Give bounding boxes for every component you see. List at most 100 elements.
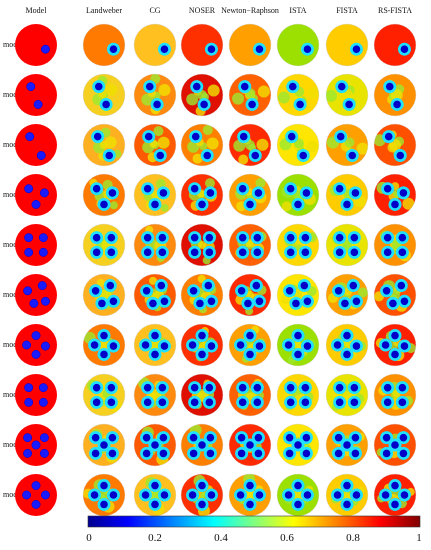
cell-r6-c2 xyxy=(133,273,177,317)
disk-outline xyxy=(180,223,224,267)
colorbar-tick-0.8: 0.8 xyxy=(346,532,360,544)
inclusion-core xyxy=(159,189,168,197)
inclusion-core xyxy=(198,350,206,359)
cell-r8-c5 xyxy=(276,373,320,417)
inclusion-core xyxy=(190,383,199,392)
cell-r1-c2 xyxy=(133,23,177,67)
inclusion xyxy=(24,383,34,393)
inclusion-core xyxy=(343,500,351,509)
inclusion-core xyxy=(286,248,295,257)
inclusion xyxy=(39,433,49,443)
inclusion-core xyxy=(190,248,199,257)
disk-outline xyxy=(325,373,369,417)
artifact-blob xyxy=(306,140,319,153)
inclusion-core xyxy=(108,189,117,197)
artifact-blob xyxy=(104,136,117,149)
artifact-blob xyxy=(342,240,352,250)
cell-r6-c4 xyxy=(228,273,272,317)
inclusion-core xyxy=(299,151,308,160)
disk-outline xyxy=(133,323,177,367)
inclusion-core xyxy=(254,189,263,197)
inclusion-core xyxy=(381,341,390,349)
model-disk xyxy=(15,274,57,316)
inclusion-core xyxy=(294,350,302,359)
inclusion-core xyxy=(294,331,302,340)
cell-r6-c6 xyxy=(325,273,369,317)
disk-outline xyxy=(133,73,177,117)
inclusion-core xyxy=(335,248,344,257)
model-disk xyxy=(15,474,57,516)
inclusion-core xyxy=(158,398,167,407)
cell-r6-c7 xyxy=(373,273,417,317)
artifact-blob xyxy=(202,125,213,136)
inclusion-core xyxy=(303,297,312,306)
cell-r9-c2 xyxy=(133,423,177,467)
inclusion-core xyxy=(102,100,110,109)
disk-outline xyxy=(228,373,272,417)
colorbar-tick-0.2: 0.2 xyxy=(148,532,162,544)
colorbar-tick-0: 0 xyxy=(86,532,92,544)
inclusion xyxy=(26,82,36,92)
inclusion-core xyxy=(391,200,399,209)
inclusion-core xyxy=(350,383,359,392)
inclusion-core xyxy=(343,331,351,340)
inclusion-core xyxy=(351,433,360,442)
inclusion xyxy=(23,433,33,443)
artifact-blob xyxy=(105,83,118,96)
disk-outline xyxy=(82,223,126,267)
inclusion-core xyxy=(334,449,343,458)
inclusion-core xyxy=(251,151,260,160)
artifact-blob xyxy=(98,339,110,351)
disk-outline xyxy=(82,123,126,167)
artifact-blob xyxy=(294,138,305,149)
header-ista: ISTA xyxy=(289,6,307,15)
inclusion-core xyxy=(191,132,200,141)
inclusion-core xyxy=(292,299,300,308)
artifact-blob xyxy=(244,489,256,501)
artifact-blob xyxy=(160,203,169,212)
inclusion-core xyxy=(90,341,99,349)
inclusion-core xyxy=(334,287,343,295)
artifact-blob xyxy=(109,201,118,210)
cell-r2-c7 xyxy=(373,73,417,117)
inclusion-core xyxy=(352,491,361,499)
inclusion-core xyxy=(160,491,169,499)
cell-r2-c4 xyxy=(228,73,272,117)
inclusion-core xyxy=(145,82,154,91)
inclusion-core xyxy=(285,433,294,442)
inclusion-core xyxy=(296,100,304,109)
disk-outline xyxy=(373,223,417,267)
disk-outline xyxy=(228,223,272,267)
disk-outline xyxy=(82,273,126,317)
inclusion-core xyxy=(302,189,311,197)
disk-outline xyxy=(82,323,126,367)
inclusion xyxy=(29,298,39,308)
inclusion-core xyxy=(198,500,206,509)
header-fista: FISTA xyxy=(336,6,358,15)
inclusion-core xyxy=(246,441,254,449)
inclusion-core xyxy=(236,491,245,499)
inclusion-core xyxy=(385,82,394,91)
artifact-blob xyxy=(96,278,105,287)
inclusion-core xyxy=(337,82,346,91)
inclusion-core xyxy=(92,233,101,242)
inclusion-core xyxy=(348,151,357,160)
inclusion-core xyxy=(300,281,309,290)
inclusion-core xyxy=(398,383,407,392)
cell-r1-c7 xyxy=(373,23,417,67)
artifact-blob xyxy=(357,287,368,298)
inclusion-core xyxy=(107,248,116,257)
inclusion-core xyxy=(143,383,152,392)
inclusion-core xyxy=(158,383,167,392)
inclusion xyxy=(25,132,35,142)
inclusion-core xyxy=(160,297,169,306)
cell-r3-c4 xyxy=(228,123,272,167)
cell-r5-c7 xyxy=(373,223,417,267)
cell-r7-c5 xyxy=(276,323,320,367)
cell-r10-c0 xyxy=(15,474,57,516)
cell-r4-c1 xyxy=(82,173,126,217)
model-disk xyxy=(15,124,57,166)
inclusion xyxy=(41,490,50,500)
inclusion-core xyxy=(254,449,263,458)
disk-outline xyxy=(373,123,417,167)
